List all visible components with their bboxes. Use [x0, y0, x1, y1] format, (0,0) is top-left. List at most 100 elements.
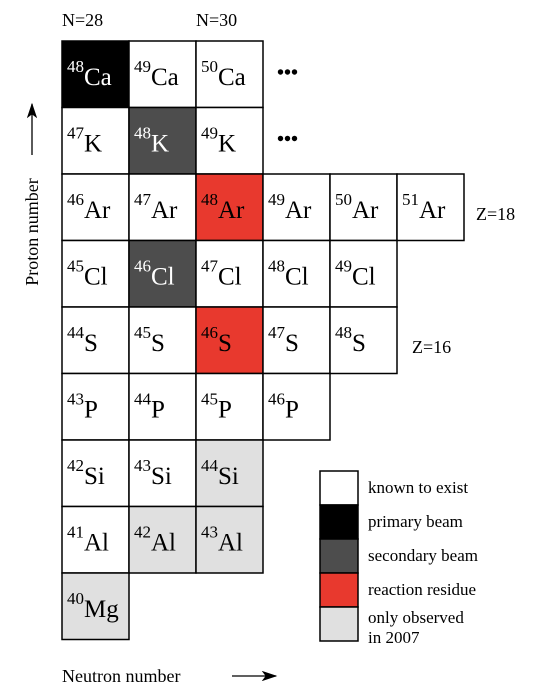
row-label: Z=18	[476, 204, 515, 224]
nuclide-label: 46S	[201, 323, 232, 357]
legend-label: in 2007	[368, 628, 420, 647]
nuclide-label: 50Ca	[201, 57, 246, 91]
mass-number: 44	[201, 456, 219, 475]
mass-number: 41	[67, 523, 84, 542]
element-symbol: Cl	[285, 264, 309, 291]
legend-swatch	[319, 572, 359, 608]
nuclide-label: 48Ca	[67, 57, 112, 91]
mass-number: 48	[67, 57, 84, 76]
element-symbol: Al	[151, 530, 176, 557]
nuclide-cell	[195, 372, 264, 441]
nuclide-label: 46P	[268, 390, 299, 424]
nuclide-label: 49Ar	[268, 190, 312, 224]
mass-number: 40	[67, 589, 84, 608]
mass-number: 48	[335, 323, 352, 342]
nuclide-cell	[128, 372, 197, 441]
row-label: Z=16	[412, 337, 451, 357]
element-symbol: S	[352, 330, 366, 357]
mass-number: 50	[335, 190, 352, 209]
nuclide-cell	[329, 173, 398, 242]
nuclide-label: 46Cl	[134, 257, 175, 291]
legend-label: primary beam	[368, 512, 463, 531]
nuclide-label: 47Cl	[201, 257, 242, 291]
element-symbol: Ar	[285, 197, 312, 224]
mass-number: 49	[268, 190, 285, 209]
nuclide-cell	[195, 106, 264, 175]
mass-number: 48	[268, 257, 285, 276]
mass-number: 49	[335, 257, 352, 276]
nuclide-cell	[128, 40, 197, 109]
nuclide-cell	[61, 505, 130, 574]
nuclide-cell	[262, 173, 331, 242]
legend-swatch	[319, 606, 359, 642]
mass-number: 46	[201, 323, 218, 342]
nuclide-label: 50Ar	[335, 190, 379, 224]
mass-number: 43	[201, 523, 218, 542]
mass-number: 47	[201, 257, 219, 276]
element-symbol: S	[285, 330, 299, 357]
mass-number: 49	[201, 124, 218, 143]
legend-label: secondary beam	[368, 546, 478, 565]
legend-label: known to exist	[368, 478, 468, 497]
nuclide-label: 42Si	[67, 456, 105, 490]
nuclide-label: 41Al	[67, 523, 109, 557]
nuclide-label: 43Al	[201, 523, 243, 557]
mass-number: 44	[67, 323, 85, 342]
legend-swatch	[319, 504, 359, 540]
element-symbol: Ca	[151, 64, 179, 91]
element-symbol: K	[151, 131, 169, 158]
nuclide-label: 40Mg	[67, 589, 119, 623]
element-symbol: Ar	[218, 197, 245, 224]
nuclide-label: 45S	[134, 323, 165, 357]
nuclide-cell	[396, 173, 465, 242]
mass-number: 48	[134, 124, 151, 143]
mass-number: 44	[134, 390, 152, 409]
nuclide-label: 51Ar	[402, 190, 446, 224]
nuclide-label: 47Ar	[134, 190, 178, 224]
mass-number: 47	[67, 124, 85, 143]
element-symbol: Cl	[84, 264, 108, 291]
nuclide-label: 44S	[67, 323, 98, 357]
mass-number: 48	[201, 190, 218, 209]
mass-number: 43	[67, 390, 84, 409]
nuclide-label: 46Ar	[67, 190, 111, 224]
legend-label: reaction residue	[368, 580, 476, 599]
element-symbol: Ar	[151, 197, 178, 224]
element-symbol: K	[218, 131, 236, 158]
nuclide-cell	[61, 40, 130, 109]
nuclide-label: 43Si	[134, 456, 172, 490]
nuclide-cell	[128, 306, 197, 375]
element-symbol: Cl	[218, 264, 242, 291]
element-symbol: Ar	[419, 197, 446, 224]
mass-number: 50	[201, 57, 218, 76]
mass-number: 43	[134, 456, 151, 475]
column-label: N=28	[62, 10, 103, 30]
mass-number: 47	[134, 190, 152, 209]
nuclide-label: 42Al	[134, 523, 176, 557]
mass-number: 49	[134, 57, 151, 76]
element-symbol: Si	[151, 463, 172, 490]
legend-swatch	[319, 470, 359, 506]
nuclide-label: 45Cl	[67, 257, 108, 291]
nuclide-cell	[195, 439, 264, 508]
element-symbol: Ar	[84, 197, 111, 224]
nuclide-cell	[329, 306, 398, 375]
nuclide-label: 48K	[134, 124, 169, 158]
element-symbol: P	[84, 397, 98, 424]
mass-number: 45	[134, 323, 151, 342]
nuclide-cell	[262, 372, 331, 441]
element-symbol: Cl	[352, 264, 376, 291]
nuclide-cell	[128, 505, 197, 574]
nuclide-label: 49K	[201, 124, 236, 158]
element-symbol: S	[84, 330, 98, 357]
nuclide-label: 49Cl	[335, 257, 376, 291]
nuclide-label: 44P	[134, 390, 165, 424]
nuclide-cell	[195, 505, 264, 574]
mass-number: 51	[402, 190, 419, 209]
continuation: •••	[277, 62, 298, 84]
x-axis-label: Neutron number	[62, 666, 180, 686]
nuclide-cell	[61, 572, 130, 641]
mass-number: 46	[268, 390, 285, 409]
nuclide-label: 49Ca	[134, 57, 179, 91]
